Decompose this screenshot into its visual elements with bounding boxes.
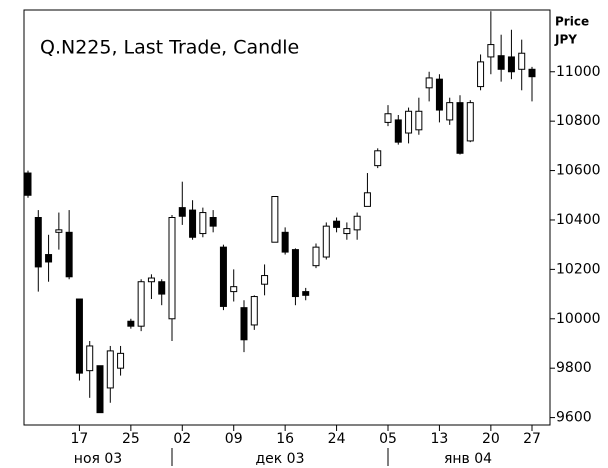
candle-body: [374, 150, 382, 167]
candle-body: [333, 220, 341, 228]
x-tick-label: 02: [173, 431, 191, 447]
candle-body: [75, 298, 83, 374]
candle-body: [219, 246, 227, 307]
x-tick-label: 20: [482, 431, 500, 447]
month-label: ноя 03: [74, 451, 122, 467]
month-label: янв 04: [444, 451, 492, 467]
candle-body: [96, 365, 104, 414]
y-tick-label: 10800: [556, 113, 601, 129]
candle-body: [343, 228, 351, 235]
candle-body: [240, 307, 248, 341]
candle-body: [466, 102, 474, 142]
candle-body: [158, 281, 166, 295]
candle-body: [353, 215, 361, 231]
x-tick-label: 09: [225, 431, 243, 447]
candle-body: [189, 209, 197, 238]
candle-body: [497, 55, 505, 70]
x-tick-label: 24: [328, 431, 346, 447]
candle-body: [55, 229, 63, 233]
chart-title: Q.N225, Last Trade, Candle: [40, 37, 299, 59]
candle-body: [363, 192, 371, 207]
candle-body: [528, 68, 536, 78]
candle-body: [65, 231, 73, 278]
x-tick-label: 13: [431, 431, 449, 447]
candle-body: [518, 52, 526, 70]
candle-body: [415, 110, 423, 131]
candle-body: [435, 78, 443, 111]
candle-body: [230, 286, 238, 293]
candle-body: [291, 249, 299, 298]
candle-body: [178, 207, 186, 217]
candle-body: [168, 217, 176, 320]
candle-body: [250, 296, 258, 326]
x-tick-label: 25: [122, 431, 140, 447]
month-label: дек 03: [255, 451, 304, 467]
y-label: Price: [555, 15, 589, 29]
candle-body: [106, 350, 114, 389]
candle-body: [312, 246, 320, 267]
candle-body: [384, 113, 392, 123]
x-tick-label: 17: [71, 431, 89, 447]
candle-body: [425, 77, 433, 89]
candle-body: [137, 281, 145, 327]
candle-body: [127, 320, 135, 327]
candle-body: [477, 61, 485, 88]
y-tick-label: 9800: [556, 360, 592, 376]
y-tick-label: 10600: [556, 163, 601, 179]
candle-body: [322, 225, 330, 258]
candle-body: [302, 291, 310, 296]
candle-body: [45, 254, 53, 263]
candle-body: [147, 277, 155, 283]
candle-body: [24, 172, 32, 196]
candle-body: [261, 275, 269, 285]
candle-body: [405, 110, 413, 134]
y-tick-label: 11000: [556, 64, 601, 80]
candle-body: [86, 345, 94, 372]
candle-body: [487, 44, 495, 58]
candle-body: [34, 217, 42, 268]
x-tick-label: 27: [523, 431, 541, 447]
candle-body: [271, 196, 279, 243]
candle-body: [199, 212, 207, 235]
y-tick-label: 10200: [556, 261, 601, 277]
y-tick-label: 9600: [556, 410, 592, 426]
candle-body: [281, 231, 289, 253]
candle-body: [117, 352, 125, 369]
y-tick-label: 10400: [556, 212, 601, 228]
candle-body: [507, 56, 515, 73]
x-tick-label: 16: [276, 431, 294, 447]
x-tick-label: 05: [379, 431, 397, 447]
candle-body: [209, 217, 217, 227]
plot-area: [23, 9, 551, 426]
candle-body: [394, 119, 402, 143]
y-unit: JPY: [554, 33, 577, 47]
y-tick-label: 10000: [556, 311, 601, 327]
candle-body: [446, 102, 454, 121]
candle-body: [456, 102, 464, 154]
